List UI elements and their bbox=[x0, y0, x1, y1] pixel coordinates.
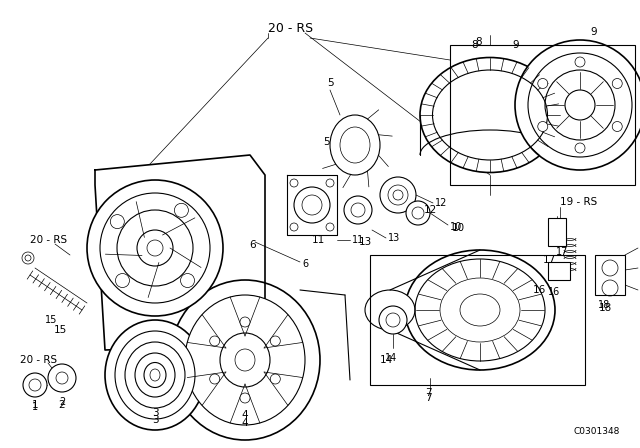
Ellipse shape bbox=[170, 280, 320, 440]
Text: 11: 11 bbox=[352, 235, 364, 245]
Text: 14: 14 bbox=[380, 355, 392, 365]
Text: 9: 9 bbox=[513, 40, 519, 50]
Text: 18: 18 bbox=[598, 300, 611, 310]
Text: 1: 1 bbox=[32, 400, 38, 410]
Text: 3: 3 bbox=[152, 415, 158, 425]
Text: 14: 14 bbox=[385, 353, 397, 363]
Text: 13: 13 bbox=[388, 233, 400, 243]
Bar bbox=[548, 218, 566, 246]
Circle shape bbox=[294, 187, 330, 223]
Text: 5: 5 bbox=[324, 137, 330, 147]
Circle shape bbox=[210, 336, 220, 346]
Circle shape bbox=[240, 317, 250, 327]
Text: C0301348: C0301348 bbox=[573, 427, 620, 436]
Circle shape bbox=[575, 57, 585, 67]
Ellipse shape bbox=[105, 320, 205, 430]
Circle shape bbox=[575, 143, 585, 153]
Text: 18: 18 bbox=[598, 303, 612, 313]
Circle shape bbox=[270, 336, 280, 346]
Text: 2: 2 bbox=[59, 400, 65, 410]
Text: 9: 9 bbox=[590, 27, 596, 37]
Circle shape bbox=[406, 201, 430, 225]
Circle shape bbox=[270, 374, 280, 384]
Circle shape bbox=[240, 393, 250, 403]
Bar bbox=[595, 255, 625, 295]
Circle shape bbox=[87, 180, 223, 316]
Circle shape bbox=[210, 374, 220, 384]
Circle shape bbox=[110, 215, 124, 228]
Text: 2: 2 bbox=[59, 397, 65, 407]
Text: 17: 17 bbox=[556, 247, 568, 257]
Text: 15: 15 bbox=[53, 325, 67, 335]
Text: 5: 5 bbox=[327, 78, 333, 88]
Text: 7: 7 bbox=[425, 388, 431, 398]
Circle shape bbox=[538, 121, 548, 132]
Circle shape bbox=[180, 274, 195, 288]
Circle shape bbox=[48, 364, 76, 392]
Text: 6: 6 bbox=[302, 259, 308, 269]
Circle shape bbox=[612, 78, 622, 89]
Text: 4: 4 bbox=[242, 410, 248, 420]
Text: 20 - RS: 20 - RS bbox=[268, 22, 313, 34]
Circle shape bbox=[380, 177, 416, 213]
Text: 7: 7 bbox=[425, 393, 431, 403]
Circle shape bbox=[379, 306, 407, 334]
Ellipse shape bbox=[405, 250, 555, 370]
Ellipse shape bbox=[115, 331, 195, 419]
Text: 10: 10 bbox=[450, 222, 462, 232]
Text: 12: 12 bbox=[424, 205, 436, 215]
Text: 10: 10 bbox=[451, 223, 465, 233]
Text: 15: 15 bbox=[45, 315, 58, 325]
Text: 16: 16 bbox=[532, 285, 546, 295]
Text: 20 - RS: 20 - RS bbox=[20, 355, 57, 365]
Bar bbox=[548, 262, 570, 280]
Circle shape bbox=[344, 196, 372, 224]
Text: 17: 17 bbox=[543, 255, 556, 265]
Text: 4: 4 bbox=[242, 418, 248, 428]
Circle shape bbox=[115, 274, 129, 288]
Text: 6: 6 bbox=[250, 240, 256, 250]
Text: 20 - RS: 20 - RS bbox=[30, 235, 67, 245]
Text: 12: 12 bbox=[435, 198, 447, 208]
Text: 3: 3 bbox=[152, 408, 158, 418]
Text: 13: 13 bbox=[358, 237, 372, 247]
Circle shape bbox=[23, 373, 47, 397]
Polygon shape bbox=[95, 155, 265, 350]
Ellipse shape bbox=[365, 290, 415, 330]
Text: 8: 8 bbox=[475, 37, 482, 47]
Bar bbox=[450, 45, 635, 185]
Ellipse shape bbox=[420, 57, 560, 172]
Text: 8: 8 bbox=[472, 40, 478, 50]
Ellipse shape bbox=[330, 115, 380, 175]
Circle shape bbox=[538, 78, 548, 89]
Text: 1: 1 bbox=[32, 402, 38, 412]
Bar bbox=[370, 255, 585, 385]
Circle shape bbox=[174, 203, 188, 217]
Circle shape bbox=[515, 40, 640, 170]
Text: 16: 16 bbox=[548, 287, 560, 297]
Text: 11: 11 bbox=[312, 235, 324, 245]
Circle shape bbox=[612, 121, 622, 132]
Polygon shape bbox=[287, 175, 337, 235]
Text: 19 - RS: 19 - RS bbox=[560, 197, 597, 207]
Ellipse shape bbox=[185, 295, 305, 425]
